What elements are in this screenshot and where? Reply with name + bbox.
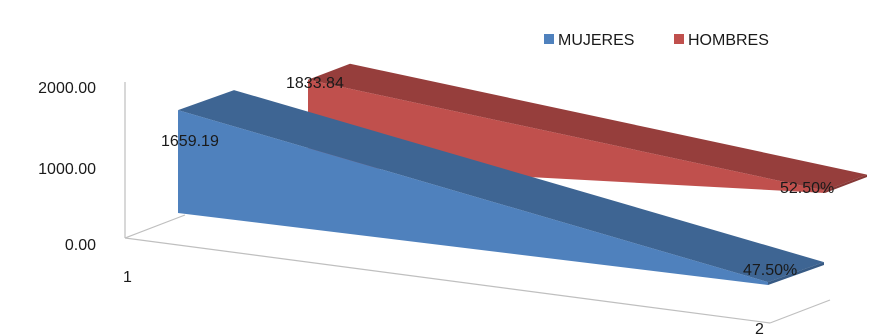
legend-swatch-hombres <box>674 34 684 44</box>
mujeres-area-right <box>768 262 824 285</box>
mujeres-area-front <box>178 110 768 285</box>
y-tick-labels: 2000.00 1000.00 0.00 <box>38 80 96 254</box>
x-tick-labels: 1 2 <box>123 269 764 335</box>
hombres-label-2: 52.50% <box>780 180 834 197</box>
data-labels: 1833.84 1659.19 52.50% 47.50% <box>161 75 834 279</box>
legend: MUJERES HOMBRES <box>544 32 769 49</box>
x-tick-label-1: 1 <box>123 269 132 286</box>
x-tick-label-2: 2 <box>755 321 764 335</box>
floor-back-edge <box>124 214 186 239</box>
y-tick-label-2000: 2000.00 <box>38 80 96 97</box>
floor-front-edge <box>124 237 771 324</box>
series-mujeres <box>178 90 824 285</box>
hombres-area-top <box>308 63 867 191</box>
legend-label-hombres: HOMBRES <box>688 32 769 49</box>
floor-right-edge <box>769 299 831 324</box>
mujeres-area-top <box>178 90 824 283</box>
y-tick-label-1000: 1000.00 <box>38 161 96 178</box>
legend-label-mujeres: MUJERES <box>558 32 634 49</box>
legend-swatch-mujeres <box>544 34 554 44</box>
axes <box>124 82 831 324</box>
mujeres-label-2: 47.50% <box>743 262 797 279</box>
y-tick-label-0: 0.00 <box>65 237 96 254</box>
hombres-label-1: 1833.84 <box>286 75 344 92</box>
hombres-area-right <box>825 174 867 193</box>
mujeres-label-1: 1659.19 <box>161 133 219 150</box>
